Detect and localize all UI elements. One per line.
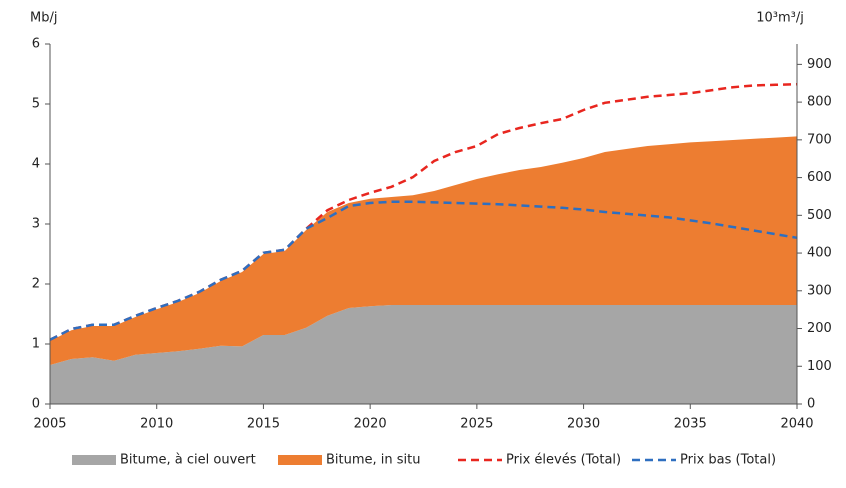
y-tick-label: 3 (32, 217, 40, 232)
y2-tick-label: 100 (807, 359, 832, 374)
area (50, 136, 797, 365)
y2-tick-label: 300 (807, 283, 832, 298)
x-tick-label: 2005 (33, 417, 66, 432)
area (50, 305, 797, 404)
y2-tick-label: 800 (807, 95, 832, 110)
x-tick-label: 2025 (460, 417, 493, 432)
legend-swatch (278, 455, 322, 465)
x-tick-label: 2035 (674, 417, 707, 432)
x-tick-label: 2015 (247, 417, 280, 432)
y2-axis-label: 10³m³/j (756, 11, 804, 26)
y2-tick-label: 900 (807, 57, 832, 72)
y2-tick-label: 200 (807, 321, 832, 336)
y2-tick-label: 700 (807, 132, 832, 147)
y-tick-label: 6 (32, 37, 40, 52)
y-tick-label: 0 (32, 397, 40, 412)
legend-label: Prix élevés (Total) (506, 453, 621, 468)
y2-tick-label: 500 (807, 208, 832, 223)
y2-tick-label: 400 (807, 246, 832, 261)
legend-label: Bitume, à ciel ouvert (120, 453, 256, 468)
x-tick-label: 2030 (567, 417, 600, 432)
y-tick-label: 1 (32, 337, 40, 352)
y-tick-label: 4 (32, 157, 40, 172)
y-tick-label: 2 (32, 277, 40, 292)
x-tick-label: 2020 (354, 417, 387, 432)
y2-tick-label: 600 (807, 170, 832, 185)
legend-label: Bitume, in situ (326, 453, 421, 468)
y-tick-label: 5 (32, 97, 40, 112)
legend-label: Prix bas (Total) (680, 453, 776, 468)
line (49, 200, 798, 341)
x-tick-label: 2010 (140, 417, 173, 432)
y2-tick-label: 0 (807, 397, 815, 412)
y-axis-label: Mb/j (30, 11, 57, 26)
legend-swatch (72, 455, 116, 465)
x-tick-label: 2040 (780, 417, 813, 432)
